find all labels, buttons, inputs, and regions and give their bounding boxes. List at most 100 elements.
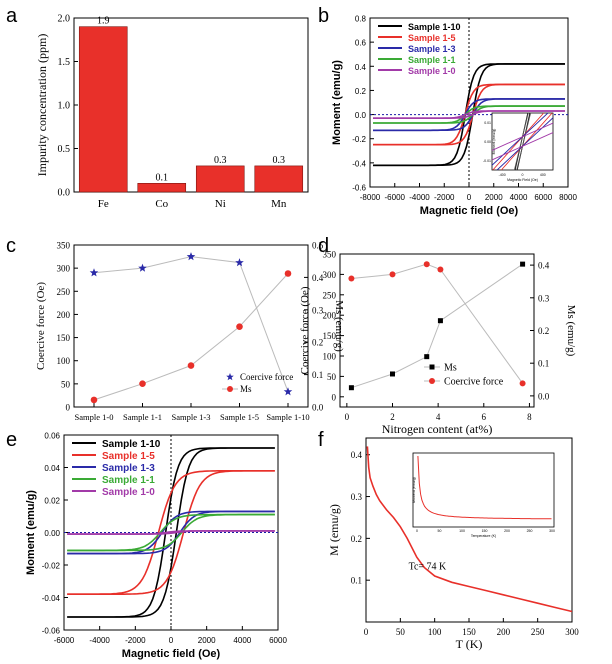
panel-b-ytick-label: 0.8 bbox=[355, 15, 367, 24]
chart-a-bar bbox=[195, 165, 245, 193]
chart-d-y2tick-label: 0.0 bbox=[538, 391, 550, 401]
chart-d-xtick-label: 6 bbox=[482, 412, 487, 422]
chart-b-inset-curve bbox=[516, 112, 532, 171]
chart-f-ytick-label: 0.1 bbox=[351, 576, 362, 586]
panel-e-legend-label: Sample 1-3 bbox=[102, 463, 155, 474]
panel-label-f: f bbox=[318, 429, 324, 451]
panel-e-series-0-descending bbox=[67, 447, 275, 618]
chart-d-legend-label: Ms bbox=[444, 363, 457, 374]
panel-b-xtick-label: 6000 bbox=[534, 193, 552, 202]
panel-e-legend-label: Sample 1-5 bbox=[102, 451, 155, 462]
panel-b-xtick-label: 8000 bbox=[559, 193, 577, 202]
chart-b-inset-curve bbox=[491, 112, 549, 166]
chart-d-xtick-label: 2 bbox=[390, 412, 395, 422]
panel-b-series-1-descending bbox=[373, 83, 565, 146]
chart-d-ytick-label: 50 bbox=[327, 372, 337, 382]
panel-e-legend-label: Sample 1-0 bbox=[102, 487, 155, 498]
chart-b-inset-curve bbox=[500, 112, 553, 171]
chart-c-legend-swatch bbox=[227, 386, 233, 392]
panel-b-legend-label: Sample 1-1 bbox=[408, 55, 456, 65]
panel-e-ytick-label: 0.02 bbox=[44, 497, 60, 506]
chart-d-ytick-label: 300 bbox=[323, 270, 337, 280]
chart-c-coercive-ms: 0 50 100 150 200 250 300 350 0.0 0.1 0.2 0.3 0.4 0.5 C… bbox=[35, 241, 345, 423]
chart-c-ytick-label: 150 bbox=[57, 333, 71, 343]
panel-b-series-0-descending bbox=[373, 63, 565, 167]
panel-e-ytick-label: 0.00 bbox=[44, 529, 60, 538]
panel-e-xtick-label: -2000 bbox=[125, 636, 146, 645]
chart-c-y2tick-label: 0.4 bbox=[312, 273, 324, 283]
chart-d-coercive-point bbox=[519, 380, 526, 387]
chart-c-y2tick-label: 0.3 bbox=[312, 305, 324, 315]
chart-b-inset-curve bbox=[491, 122, 554, 151]
chart-b-inset-curve bbox=[492, 112, 545, 171]
chart-f-inset-xtick-label: 200 bbox=[504, 529, 510, 533]
panel-b-ytick-label: 0.4 bbox=[355, 63, 367, 72]
chart-f-xtick-label: 300 bbox=[565, 627, 579, 637]
panel-e-series-4-descending bbox=[67, 530, 275, 535]
panel-e-legend-label: Sample 1-1 bbox=[102, 475, 155, 486]
chart-f-xtick-label: 250 bbox=[531, 627, 545, 637]
chart-c-coercive-point bbox=[89, 268, 99, 277]
chart-f-inset-xlabel: Temperature (K) bbox=[471, 534, 496, 538]
panel-label-d: d bbox=[318, 235, 329, 257]
panel-b-xtick-label: -6000 bbox=[385, 193, 406, 202]
chart-d-ms-point bbox=[520, 261, 526, 267]
chart-d-nitrogen: 0 50 100 150 200 250 300 350 0.0 0.1 0.2 0.3 0.4 0 2 4 6… bbox=[299, 250, 577, 437]
chart-a-bar: 0.0 0.5 1.0 1.5 2.0 Impurity concentration (p… bbox=[35, 14, 309, 210]
panel-label-e: e bbox=[6, 429, 17, 451]
chart-a-data-label: 0.1 bbox=[156, 172, 169, 183]
chart-c-ytick-label: 250 bbox=[57, 287, 71, 297]
chart-d-ylabel: Coercive force (Oe) bbox=[299, 286, 311, 374]
chart-f-inset-frame bbox=[412, 452, 555, 528]
chart-d-series-0-line bbox=[351, 263, 523, 389]
chart-d-legend-swatch bbox=[429, 364, 435, 370]
chart-c-ytick-label: 0 bbox=[66, 403, 71, 413]
chart-c-ms-point bbox=[236, 323, 243, 330]
chart-a-data-label: 1.9 bbox=[97, 16, 110, 27]
chart-c-ytick-label: 350 bbox=[57, 241, 71, 251]
chart-d-ytick-label: 350 bbox=[323, 250, 337, 260]
chart-f-inset-xtick-label: 300 bbox=[549, 529, 555, 533]
panel-b-xlabel: Magnetic field (Oe) bbox=[420, 205, 519, 217]
chart-f-inset-curve bbox=[417, 455, 552, 520]
chart-c-legend-label: Ms bbox=[240, 384, 252, 394]
chart-b-inset-ytick-label: 0.00 bbox=[484, 140, 491, 144]
panel-b-legend-label: Sample 1-0 bbox=[408, 66, 456, 76]
chart-d-ytick-label: 250 bbox=[323, 290, 337, 300]
chart-c-coercive-point bbox=[283, 387, 293, 396]
panel-b-xtick-label: 4000 bbox=[510, 193, 528, 202]
chart-f-inset-xtick-label: 100 bbox=[459, 529, 465, 533]
chart-d-y2tick-label: 0.1 bbox=[538, 359, 549, 369]
chart-f-annotation: Tc= 74 K bbox=[409, 562, 447, 573]
panel-e-xtick-label: -4000 bbox=[89, 636, 110, 645]
chart-c-xtick-label: Sample 1-0 bbox=[75, 412, 114, 422]
chart-c-legend-label: Coercive force bbox=[240, 372, 293, 382]
chart-d-ytick-label: 200 bbox=[323, 311, 337, 321]
chart-f-inset-xtick-label: 250 bbox=[527, 529, 533, 533]
chart-c-legend-swatch bbox=[226, 373, 234, 381]
chart-f-inset-xtick-label: 50 bbox=[438, 529, 442, 533]
chart-b-inset-ytick-label: 0.01 bbox=[484, 121, 491, 125]
chart-c-ytick-label: 200 bbox=[57, 310, 71, 320]
chart-a-ytick-label: 2.0 bbox=[58, 14, 71, 25]
panel-e-xtick-label: 0 bbox=[169, 636, 174, 645]
chart-f-mt: 0.1 0.2 0.3 0.4 0 50 100 150 200 250 300 T (K) M (em… bbox=[327, 437, 579, 651]
panel-b-xtick-label: 2000 bbox=[485, 193, 503, 202]
panel-b-series-3-descending bbox=[373, 105, 565, 124]
chart-d-y2label: Ms (emu/g) bbox=[565, 305, 577, 357]
chart-a-ytick-label: 0.0 bbox=[58, 188, 71, 199]
chart-d-coercive-point bbox=[389, 271, 396, 278]
chart-c-coercive-point bbox=[186, 252, 196, 261]
chart-d-ytick-label: 0 bbox=[332, 392, 337, 402]
chart-d-legend-label: Coercive force bbox=[444, 377, 504, 388]
chart-c-xtick-label: Sample 1-10 bbox=[266, 412, 309, 422]
panel-b-xtick-label: 0 bbox=[467, 193, 472, 202]
panel-b-ytick-label: -0.4 bbox=[352, 159, 366, 168]
panel-e-ytick-label: -0.02 bbox=[42, 562, 61, 571]
chart-f-xtick-label: 150 bbox=[462, 627, 476, 637]
panel-b-xtick-label: -4000 bbox=[409, 193, 430, 202]
panel-b-series-2-descending bbox=[373, 98, 565, 132]
chart-d-y2tick-label: 0.4 bbox=[538, 261, 550, 271]
chart-b-inset-ytick-label: -0.01 bbox=[483, 159, 491, 163]
